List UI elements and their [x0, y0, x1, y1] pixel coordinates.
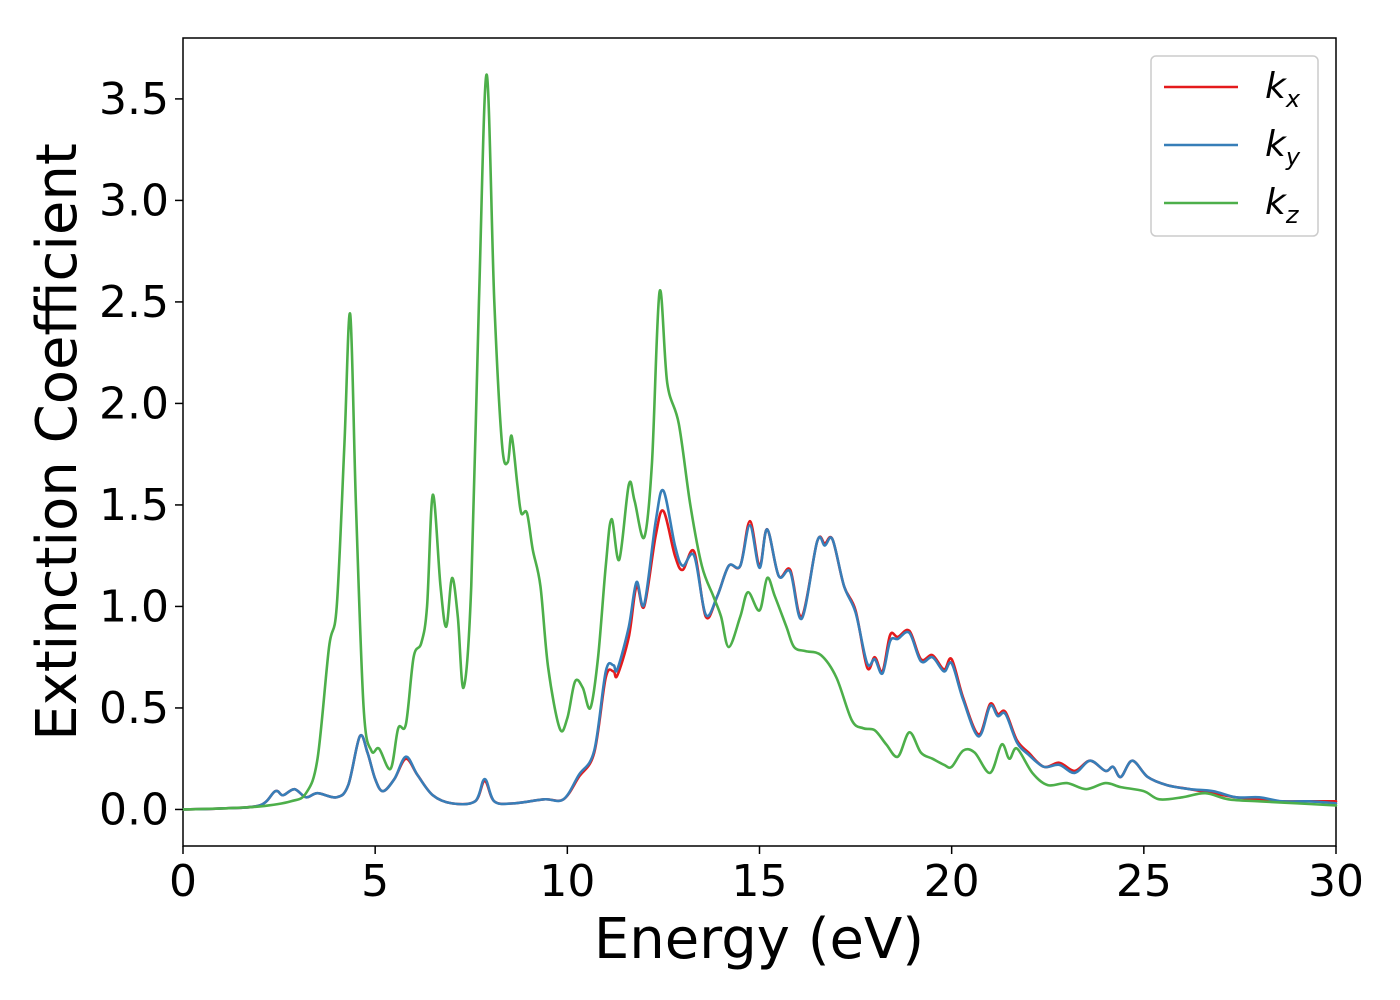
- plot-area: [181, 37, 1338, 847]
- y-tick-label: 2.5: [99, 277, 169, 328]
- x-tick-label: 15: [732, 856, 788, 907]
- x-tick-label: 10: [539, 856, 595, 907]
- x-tick-label: 5: [361, 856, 389, 907]
- legend-label-subscript: y: [1285, 143, 1301, 171]
- y-tick-label: 3.5: [99, 74, 169, 125]
- legend-label-main: k: [1265, 124, 1288, 165]
- legend-label-subscript: x: [1285, 85, 1301, 113]
- legend-label-kz: kz: [1265, 182, 1300, 229]
- x-tick-label: 25: [1116, 856, 1172, 907]
- series-line-ky: [181, 488, 1338, 811]
- y-tick-label: 2.0: [99, 378, 169, 429]
- x-tick-label: 20: [924, 856, 980, 907]
- y-tick-label: 0.0: [99, 784, 169, 835]
- legend-label-kx: kx: [1265, 66, 1301, 113]
- legend-label-subscript: z: [1285, 201, 1300, 229]
- x-axis-label: Energy (eV): [594, 907, 924, 972]
- y-axis-label: Extinction Coefficient: [25, 143, 90, 741]
- legend-label-main: k: [1265, 182, 1288, 223]
- series-layer: [181, 73, 1338, 811]
- series-line-kz: [181, 73, 1338, 811]
- plot-frame: [182, 37, 1337, 847]
- x-tick-label: 0: [169, 856, 197, 907]
- x-tick-label: 30: [1308, 856, 1364, 907]
- y-tick-label: 1.0: [99, 581, 169, 632]
- legend-label-main: k: [1265, 66, 1288, 107]
- y-tick-label: 0.5: [99, 683, 169, 734]
- y-tick-label: 1.5: [99, 480, 169, 531]
- legend-label-ky: ky: [1265, 124, 1301, 171]
- x-axis: 0 5 10 15 20 25 30: [169, 846, 1364, 907]
- y-tick-label: 3.0: [99, 175, 169, 226]
- y-axis: 0.0 0.5 1.0 1.5 2.0 2.5 3.0 3.5: [99, 74, 183, 835]
